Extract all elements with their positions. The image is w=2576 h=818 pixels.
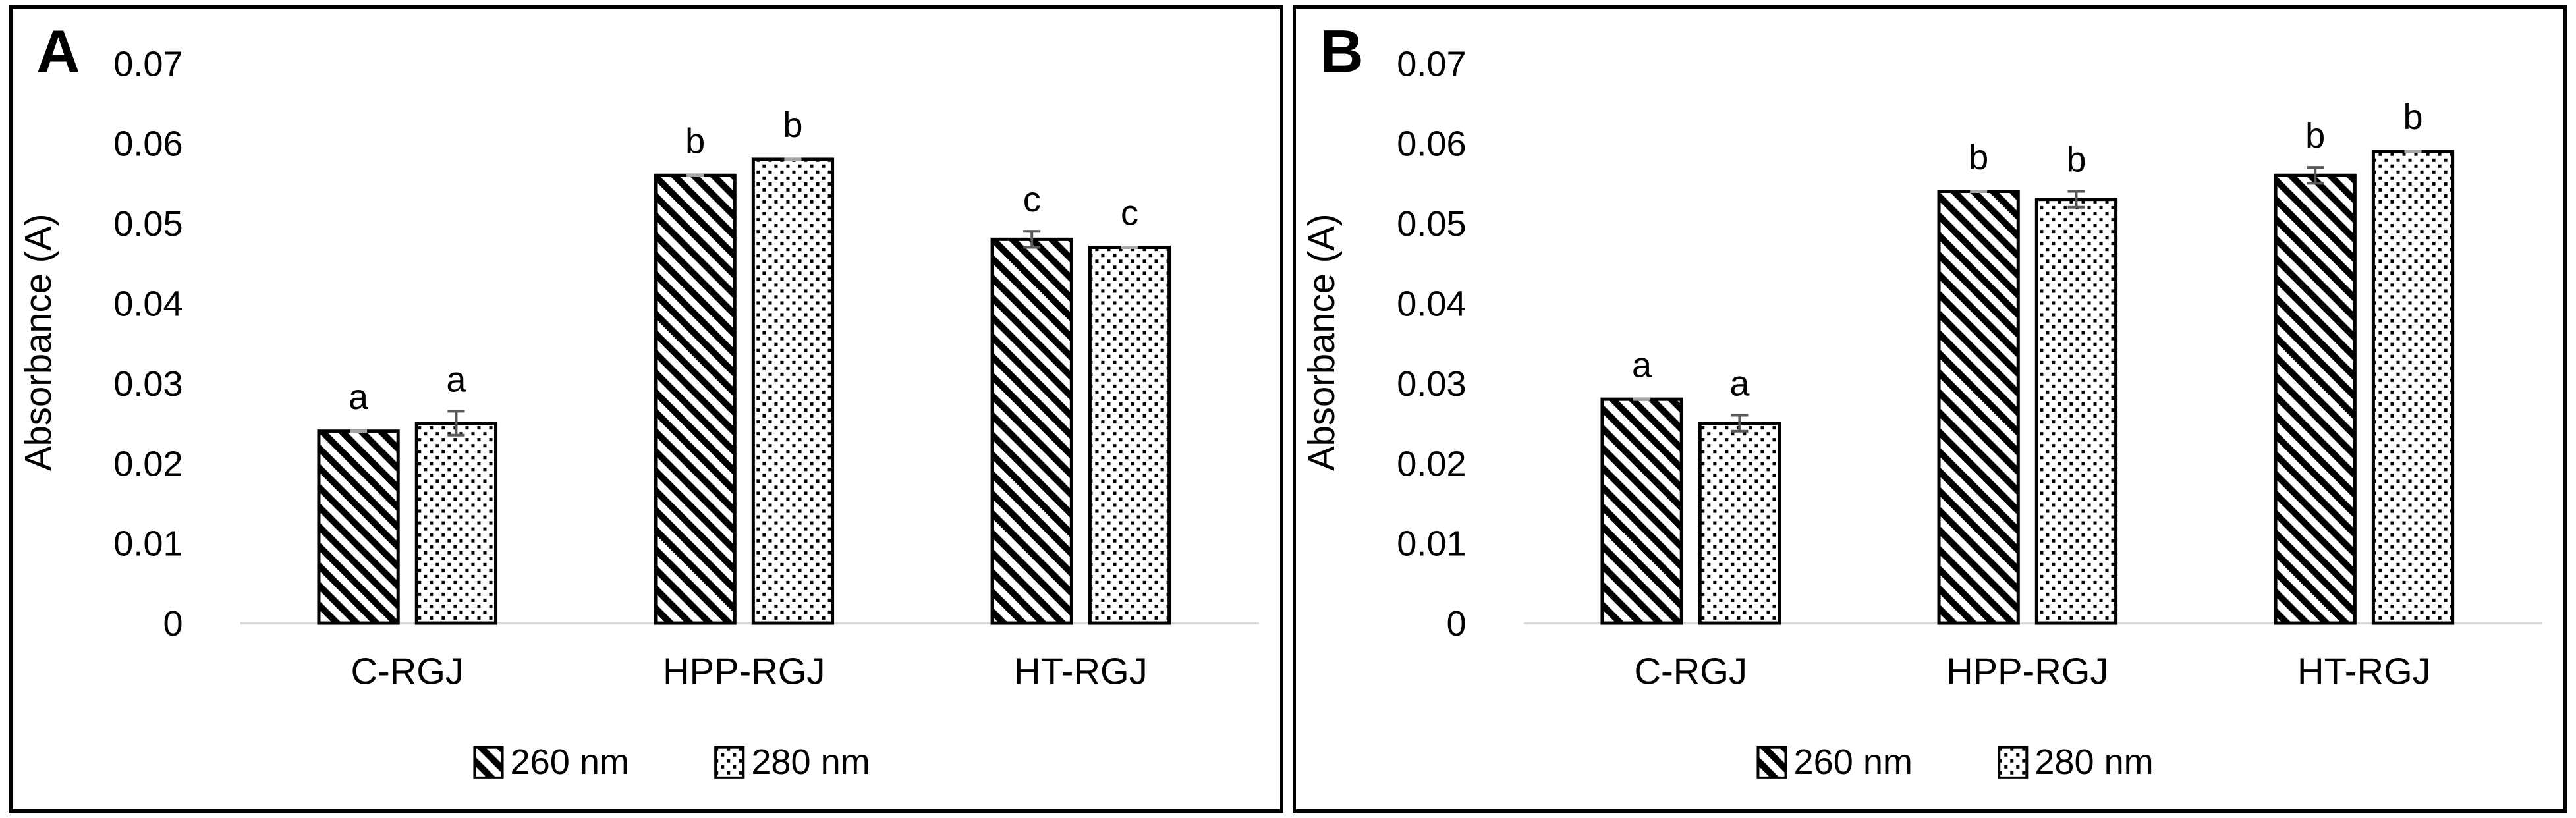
y-axis-title: Absorbance (A) bbox=[1301, 214, 1342, 471]
x-category-label-HT-RGJ: HT-RGJ bbox=[2297, 650, 2431, 692]
y-tick-label: 0.01 bbox=[1397, 524, 1466, 564]
sig-letter-HT-RGJ-260nm: c bbox=[1023, 180, 1041, 219]
legend-label-260nm: 260 nm bbox=[1794, 742, 1913, 782]
sig-letter-C-RGJ-280nm: a bbox=[1729, 364, 1750, 403]
bar-C-RGJ-260nm bbox=[1600, 397, 1683, 625]
y-tick-label: 0.05 bbox=[1397, 204, 1466, 244]
bar-HPP-RGJ-260nm bbox=[1937, 190, 2020, 625]
sig-letter-HPP-RGJ-260nm: b bbox=[685, 121, 705, 161]
sig-letter-C-RGJ-260nm: a bbox=[1632, 345, 1652, 385]
y-axis-title: Absorbance (A) bbox=[17, 214, 59, 471]
y-tick-label: 0 bbox=[1446, 604, 1466, 643]
x-category-label-HPP-RGJ: HPP-RGJ bbox=[663, 650, 825, 692]
y-tick-label: 0.02 bbox=[1397, 444, 1466, 483]
x-category-label-C-RGJ: C-RGJ bbox=[1635, 650, 1747, 692]
sig-letter-HT-RGJ-280nm: b bbox=[2403, 97, 2422, 137]
legend-swatch-260nm bbox=[473, 746, 504, 779]
legend-item-260nm: 260 nm bbox=[1756, 742, 1913, 782]
x-category-label-HPP-RGJ: HPP-RGJ bbox=[1946, 650, 2108, 692]
legend-swatch-280nm bbox=[714, 746, 745, 779]
y-tick-label: 0.05 bbox=[113, 204, 182, 244]
sig-letter-HT-RGJ-260nm: b bbox=[2305, 116, 2325, 155]
bar-chart-A: 0 0.01 0.02 0.03 0.04 0.05 0.06 0.07 Absorbance … bbox=[17, 16, 1259, 782]
sig-letter-HPP-RGJ-260nm: b bbox=[1969, 138, 1988, 177]
bar-HT-RGJ-280nm bbox=[2371, 150, 2455, 625]
sig-letter-HPP-RGJ-280nm: b bbox=[2066, 140, 2086, 179]
bar-HPP-RGJ-280nm bbox=[751, 157, 835, 625]
y-tick-label: 0.03 bbox=[1397, 364, 1466, 404]
x-category-label-C-RGJ: C-RGJ bbox=[351, 650, 464, 692]
sig-letter-C-RGJ-280nm: a bbox=[446, 360, 466, 399]
bar-HT-RGJ-280nm bbox=[1088, 245, 1171, 625]
y-tick-label: 0.04 bbox=[1397, 285, 1466, 324]
y-tick-label: 0.07 bbox=[1397, 44, 1466, 84]
legend-item-260nm: 260 nm bbox=[473, 742, 629, 782]
y-tick-label: 0.06 bbox=[113, 124, 182, 164]
sig-letter-HPP-RGJ-280nm: b bbox=[783, 105, 802, 145]
y-tick-label: 0.06 bbox=[1397, 124, 1466, 164]
y-tick-label: 0.03 bbox=[113, 364, 182, 404]
bar-HT-RGJ-260nm bbox=[2274, 173, 2357, 625]
error-bar-HT-RGJ-260nm bbox=[2307, 166, 2324, 185]
y-tick-label: 0.02 bbox=[113, 444, 182, 483]
panel-B: 0 0.01 0.02 0.03 0.04 0.05 0.06 0.07 Absorbance … bbox=[1293, 5, 2567, 813]
legend-label-260nm: 260 nm bbox=[511, 742, 629, 782]
sig-letter-C-RGJ-260nm: a bbox=[349, 377, 369, 417]
bar-C-RGJ-280nm bbox=[414, 422, 498, 625]
bar-HT-RGJ-260nm bbox=[990, 237, 1073, 625]
bar-C-RGJ-280nm bbox=[1698, 422, 1781, 625]
legend-swatch-260nm bbox=[1756, 746, 1787, 779]
panel-A: 0 0.01 0.02 0.03 0.04 0.05 0.06 0.07 Absorbance … bbox=[9, 5, 1283, 813]
sig-letter-HT-RGJ-280nm: c bbox=[1121, 194, 1138, 233]
error-bar-HPP-RGJ-280nm bbox=[2067, 190, 2085, 209]
y-tick-label: 0.07 bbox=[113, 44, 182, 84]
y-tick-label: 0.04 bbox=[113, 285, 182, 324]
y-tick-label: 0 bbox=[163, 604, 182, 643]
legend-item-280nm: 280 nm bbox=[1998, 742, 2154, 782]
bar-C-RGJ-260nm bbox=[317, 429, 400, 625]
panel-label: A bbox=[36, 16, 80, 85]
bar-HPP-RGJ-260nm bbox=[654, 173, 737, 625]
legend-item-280nm: 280 nm bbox=[714, 742, 870, 782]
error-bar-C-RGJ-280nm bbox=[447, 410, 465, 437]
legend-label-280nm: 280 nm bbox=[751, 742, 870, 782]
legend-label-280nm: 280 nm bbox=[2034, 742, 2153, 782]
legend-swatch-280nm bbox=[1998, 746, 2029, 779]
x-category-label-HT-RGJ: HT-RGJ bbox=[1014, 650, 1148, 692]
error-bar-C-RGJ-280nm bbox=[1731, 414, 1749, 433]
bar-chart-B: 0 0.01 0.02 0.03 0.04 0.05 0.06 0.07 Absorbance … bbox=[1301, 16, 2542, 782]
error-bar-HT-RGJ-260nm bbox=[1023, 230, 1041, 249]
panel-label: B bbox=[1320, 16, 1364, 85]
y-tick-label: 0.01 bbox=[113, 524, 182, 564]
bar-HPP-RGJ-280nm bbox=[2034, 198, 2118, 625]
